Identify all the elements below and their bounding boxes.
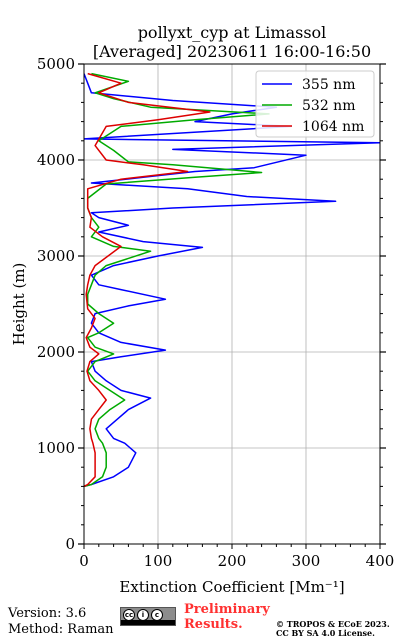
x-tick-label: 100 bbox=[144, 552, 173, 570]
y-tick-label: 4000 bbox=[37, 151, 75, 169]
series-group bbox=[84, 72, 380, 488]
series-line-355-nm bbox=[84, 73, 380, 488]
legend-label: 1064 nm bbox=[302, 119, 364, 135]
y-tick-label: 2000 bbox=[37, 343, 75, 361]
legend: 355 nm 532 nm 1064 nm bbox=[255, 70, 375, 138]
x-tick-label: 0 bbox=[79, 552, 89, 570]
method-text: Method: Raman bbox=[8, 622, 114, 637]
y-axis-label: Height (m) bbox=[10, 263, 28, 346]
legend-label: 532 nm bbox=[302, 98, 355, 114]
x-tick-label: 200 bbox=[218, 552, 247, 570]
x-axis-label: Extinction Coefficient [Mm⁻¹] bbox=[119, 578, 344, 596]
copyright-line-1: © TROPOS & ECoE 2023. bbox=[276, 619, 390, 629]
version-text: Version: 3.6 bbox=[8, 606, 87, 621]
copyright-line-2: CC BY SA 4.0 License. bbox=[276, 628, 375, 638]
series-line-532-nm bbox=[84, 72, 270, 488]
preliminary-line-1: Preliminary bbox=[184, 602, 270, 617]
y-tick-label: 5000 bbox=[37, 55, 75, 73]
legend-box bbox=[255, 70, 375, 138]
y-tick-label: 1000 bbox=[37, 439, 75, 457]
chart-title: pollyxt_cyp at Limassol bbox=[138, 23, 327, 42]
legend-label: 355 nm bbox=[302, 77, 355, 93]
plot-frame bbox=[83, 63, 381, 545]
x-tick-label: 300 bbox=[292, 552, 321, 570]
extinction-profile-chart: pollyxt_cyp at Limassol [Averaged] 20230… bbox=[10, 23, 395, 596]
y-tick-label: 0 bbox=[65, 535, 75, 553]
cc-badge-strip bbox=[121, 620, 175, 625]
copyright-notice: © TROPOS & ECoE 2023. CC BY SA 4.0 Licen… bbox=[276, 620, 390, 638]
preliminary-line-2: Results. bbox=[184, 617, 243, 632]
series-line-1064-nm bbox=[84, 72, 211, 488]
preliminary-notice: Preliminary Results. bbox=[184, 602, 270, 632]
cc-license-badge: cc i c bbox=[120, 607, 176, 626]
chart-subtitle: [Averaged] 20230611 16:00-16:50 bbox=[93, 42, 371, 61]
y-tick-label: 3000 bbox=[37, 247, 75, 265]
x-tick-label: 400 bbox=[366, 552, 395, 570]
